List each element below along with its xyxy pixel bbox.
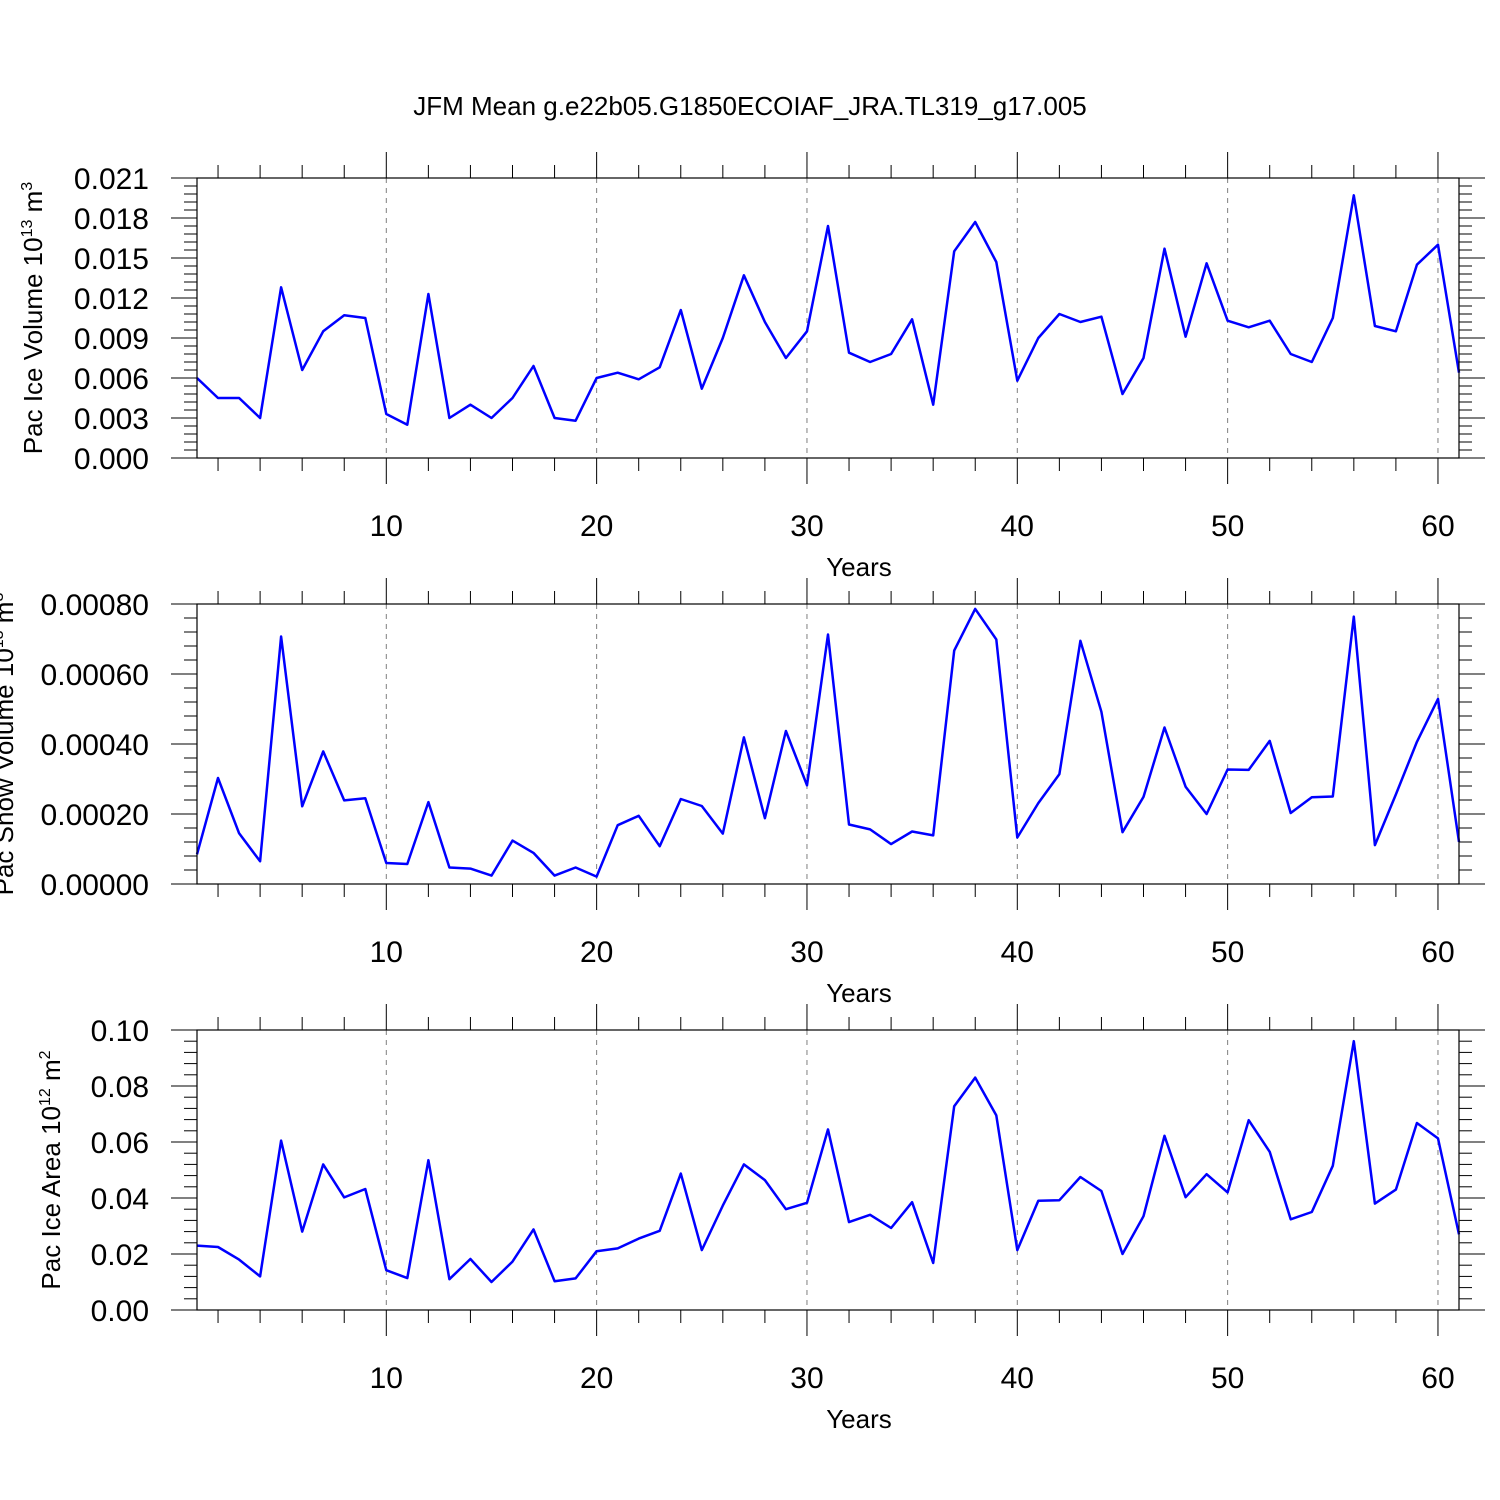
- x-tick-label: 50: [1211, 936, 1244, 969]
- x-tick-label: 20: [580, 1362, 613, 1395]
- x-tick-label: 40: [1001, 1362, 1034, 1395]
- series-line: [196, 194, 1461, 426]
- y-tick-label: 0.009: [74, 323, 149, 356]
- y-tick-label: 0.012: [74, 283, 149, 316]
- x-tick-label: 40: [1001, 936, 1034, 969]
- x-tick-label: 60: [1421, 510, 1454, 543]
- y-tick-label: 0.006: [74, 363, 149, 396]
- x-axis-title: Years: [826, 552, 892, 582]
- y-tick-label: 0.04: [91, 1183, 149, 1216]
- panel-1: 10 20 30 40 50 60 Years 0.000 0.003 0.006 0.009 0.0…: [18, 152, 1485, 582]
- x-tick-label: 10: [370, 510, 403, 543]
- y-tick-label: 0.00080: [41, 589, 149, 622]
- x-tick-label: 30: [790, 510, 823, 543]
- y-tick-label: 0.021: [74, 163, 149, 196]
- series-line: [196, 1039, 1461, 1284]
- plot-frame: [196, 1029, 1460, 1311]
- y-axis-title: Pac Ice Volume 1013 m3: [18, 182, 48, 455]
- x-tick-label: 50: [1211, 510, 1244, 543]
- x-tick-label: 40: [1001, 510, 1034, 543]
- panel-3: 10 20 30 40 50 60 Years 0.00 0.02 0.04 0.06 0.08 0.1…: [36, 1004, 1485, 1434]
- panels: 10 20 30 40 50 60 Years 0.000 0.003 0.006 0.009 0.0…: [0, 152, 1485, 1434]
- y-tick-label: 0.003: [74, 403, 149, 436]
- panel-2: 10 20 30 40 50 60 Years 0.00000 0.00020 0.00040 0.…: [0, 578, 1485, 1008]
- y-tick-label: 0.00020: [41, 799, 149, 832]
- y-tick-label: 0.000: [74, 443, 149, 476]
- x-tick-label: 10: [370, 936, 403, 969]
- y-tick-label: 0.00: [91, 1295, 149, 1328]
- x-tick-label: 20: [580, 936, 613, 969]
- y-tick-label: 0.00000: [41, 869, 149, 902]
- y-axis-title: Pac Snow Volume 1013 m3: [0, 593, 19, 896]
- x-axis-title: Years: [826, 978, 892, 1008]
- y-tick-label: 0.018: [74, 203, 149, 236]
- y-axis-title: Pac Ice Area 1012 m2: [36, 1050, 66, 1289]
- y-tick-label: 0.00040: [41, 729, 149, 762]
- x-tick-label: 50: [1211, 1362, 1244, 1395]
- x-tick-label: 60: [1421, 1362, 1454, 1395]
- y-tick-label: 0.10: [91, 1015, 149, 1048]
- x-tick-label: 30: [790, 936, 823, 969]
- y-tick-label: 0.00060: [41, 659, 149, 692]
- figure-title: JFM Mean g.e22b05.G1850ECOIAF_JRA.TL319_…: [413, 91, 1087, 121]
- x-tick-label: 30: [790, 1362, 823, 1395]
- x-tick-label: 60: [1421, 936, 1454, 969]
- series-line: [195, 607, 1461, 878]
- y-tick-label: 0.08: [91, 1071, 149, 1104]
- x-tick-label: 20: [580, 510, 613, 543]
- y-tick-label: 0.015: [74, 243, 149, 276]
- plot-frame: [196, 177, 1460, 459]
- x-axis-title: Years: [826, 1404, 892, 1434]
- y-tick-label: 0.06: [91, 1127, 149, 1160]
- x-tick-label: 10: [370, 1362, 403, 1395]
- y-tick-label: 0.02: [91, 1239, 149, 1272]
